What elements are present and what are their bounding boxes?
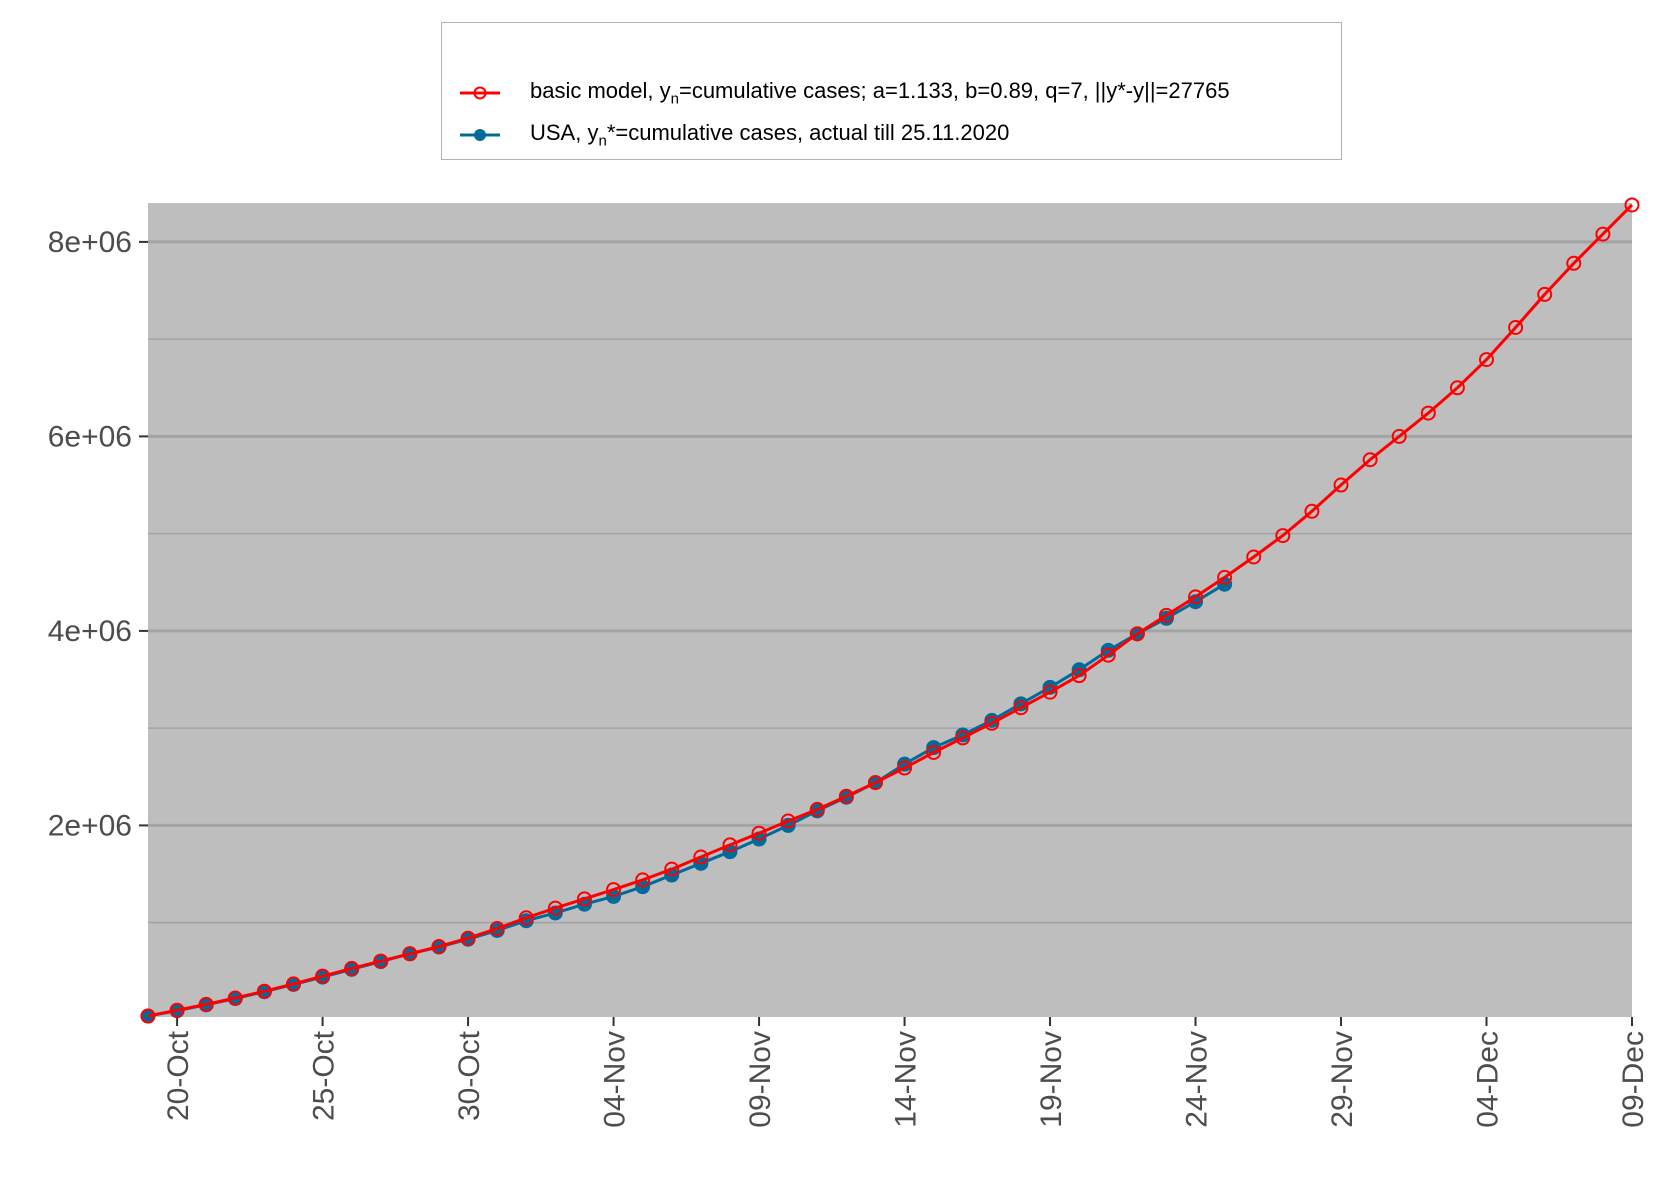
model-point xyxy=(169,1002,185,1018)
model-point xyxy=(838,788,854,804)
model-point xyxy=(344,960,360,976)
x-tick-label: 04-Dec xyxy=(1472,1031,1505,1128)
model-point xyxy=(227,990,243,1006)
model-point xyxy=(1362,452,1378,468)
model-point xyxy=(140,1008,156,1024)
model-point xyxy=(431,938,447,954)
x-tick-label: 25-Oct xyxy=(308,1030,341,1121)
model-line xyxy=(147,203,1634,1018)
y-tick-label: 4e+06 xyxy=(48,615,132,648)
legend: basic model, yn=cumulative cases; a=1.13… xyxy=(441,22,1342,160)
x-tick-label: 19-Nov xyxy=(1035,1031,1068,1128)
model-point xyxy=(1188,589,1204,605)
model-point xyxy=(1420,405,1436,421)
model-point xyxy=(547,900,563,916)
model-point xyxy=(576,891,592,907)
model-point xyxy=(926,744,942,760)
legend-key-usa xyxy=(460,129,500,141)
model-point xyxy=(606,882,622,898)
model-point xyxy=(460,930,476,946)
model-point xyxy=(373,953,389,969)
x-tick-label: 04-Nov xyxy=(599,1031,632,1128)
model-point xyxy=(955,730,971,746)
model-point xyxy=(1304,503,1320,519)
model-point xyxy=(1246,549,1262,565)
model-point xyxy=(489,921,505,937)
model-point xyxy=(635,872,651,888)
legend-item-usa: USA, yn*=cumulative cases, actual till 2… xyxy=(460,120,1009,150)
x-tick-label: 30-Oct xyxy=(453,1030,486,1121)
x-tick-label: 09-Dec xyxy=(1617,1031,1650,1128)
legend-key-model xyxy=(460,86,500,100)
model-point xyxy=(1217,569,1233,585)
y-tick-label: 2e+06 xyxy=(48,809,132,842)
model-point xyxy=(1071,668,1087,684)
model-point xyxy=(1508,319,1524,335)
model-point xyxy=(315,968,331,984)
x-tick-label: 20-Oct xyxy=(162,1030,195,1121)
model-point xyxy=(664,861,680,877)
model-point xyxy=(1566,255,1582,271)
model-point xyxy=(1624,197,1640,213)
x-tick-label: 24-Nov xyxy=(1181,1031,1214,1128)
model-point xyxy=(722,837,738,853)
y-tick-label: 6e+06 xyxy=(48,420,132,453)
model-point xyxy=(984,715,1000,731)
model-point xyxy=(693,849,709,865)
y-tick-label: 8e+06 xyxy=(48,226,132,259)
plot-background xyxy=(148,203,1632,1017)
model-point xyxy=(1333,477,1349,493)
legend-item-model: basic model, yn=cumulative cases; a=1.13… xyxy=(460,78,1230,108)
model-point xyxy=(1537,286,1553,302)
x-tick-label: 09-Nov xyxy=(744,1031,777,1128)
series-model xyxy=(140,197,1640,1024)
legend-label-model: basic model, yn=cumulative cases; a=1.13… xyxy=(530,78,1230,108)
model-point xyxy=(256,983,272,999)
model-point xyxy=(1449,380,1465,396)
model-point xyxy=(1391,428,1407,444)
model-point xyxy=(867,775,883,791)
x-tick-label: 14-Nov xyxy=(890,1031,923,1128)
model-point xyxy=(751,825,767,841)
model-point xyxy=(780,813,796,829)
model-point xyxy=(1042,684,1058,700)
model-point xyxy=(1275,528,1291,544)
model-point xyxy=(897,760,913,776)
model-point xyxy=(1595,226,1611,242)
model-point xyxy=(198,996,214,1012)
model-point xyxy=(402,946,418,962)
x-tick-label: 29-Nov xyxy=(1326,1031,1359,1128)
model-point xyxy=(1100,647,1116,663)
model-point xyxy=(1129,626,1145,642)
model-point xyxy=(1013,700,1029,716)
legend-label-usa: USA, yn*=cumulative cases, actual till 2… xyxy=(530,120,1010,150)
model-point xyxy=(809,801,825,817)
model-point xyxy=(1158,607,1174,623)
model-point xyxy=(518,910,534,926)
model-point xyxy=(1479,352,1495,368)
model-point xyxy=(285,976,301,992)
